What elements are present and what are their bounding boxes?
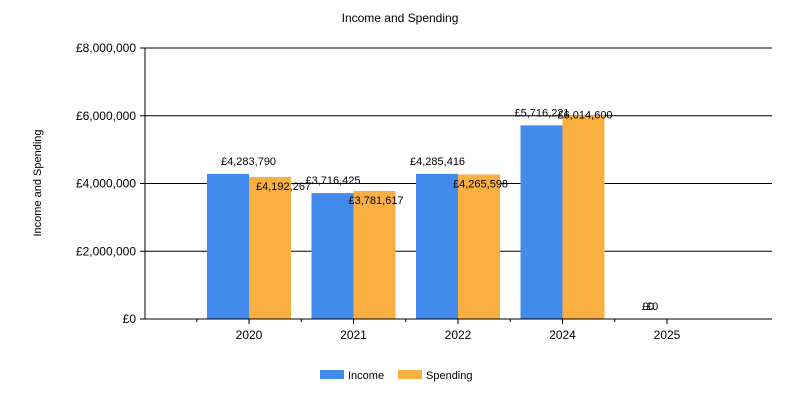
data-label-spending: £3,781,617 [349, 195, 404, 207]
data-label-spending: £6,014,600 [558, 109, 613, 121]
chart-title: Income and Spending [342, 11, 459, 25]
y-tick-labels: £0 £2,000,000 £4,000,000 £6,000,000 £8,000,0… [76, 41, 136, 326]
x-tick-label: 2020 [236, 328, 263, 342]
y-tick-label: £2,000,000 [76, 244, 136, 258]
data-label-income: £5,716,221 [515, 107, 570, 119]
y-tick-label: £4,000,000 [76, 177, 136, 191]
legend-label-spending: Spending [426, 370, 473, 382]
data-label-income: £4,283,790 [221, 156, 276, 168]
data-labels: £4,283,790 £4,192,267£3,716,425 £3,781,617… [221, 107, 658, 313]
data-label-spending: £4,265,598 [453, 179, 508, 191]
bar-spending-2020 [249, 176, 291, 319]
x-tick-labels: 2020 2021 2022 2024 2025 [236, 328, 681, 342]
bars-group [207, 115, 605, 320]
x-tick-label: 2022 [445, 328, 472, 342]
x-tick-label: 2024 [549, 328, 576, 342]
data-label-income: £3,716,425 [306, 175, 361, 187]
bar-spending-2024 [562, 115, 605, 319]
y-tick-label: £8,000,000 [76, 41, 136, 55]
data-label-spending: £0 [646, 301, 658, 313]
bar-spending-2022 [458, 174, 500, 319]
bar-income-2020 [207, 173, 249, 319]
legend-swatch-income [320, 370, 344, 379]
bar-spending-2021 [353, 190, 396, 319]
data-label-income: £0 [642, 301, 654, 313]
legend: Income Spending [320, 370, 473, 382]
legend-swatch-spending [398, 370, 422, 379]
axes [140, 47, 772, 324]
data-label-income: £4,285,416 [410, 156, 465, 168]
bar-income-2021 [311, 193, 354, 319]
x-tick-label: 2025 [654, 328, 681, 342]
bar-income-2024 [520, 125, 563, 320]
legend-label-income: Income [348, 370, 384, 382]
y-axis-label: Income and Spending [32, 129, 44, 236]
y-tick-label: £0 [123, 312, 137, 326]
x-tick-label: 2021 [340, 328, 367, 342]
bar-income-2022 [416, 173, 458, 319]
data-label-spending: £4,192,267 [256, 181, 311, 193]
y-tick-label: £6,000,000 [76, 109, 136, 123]
